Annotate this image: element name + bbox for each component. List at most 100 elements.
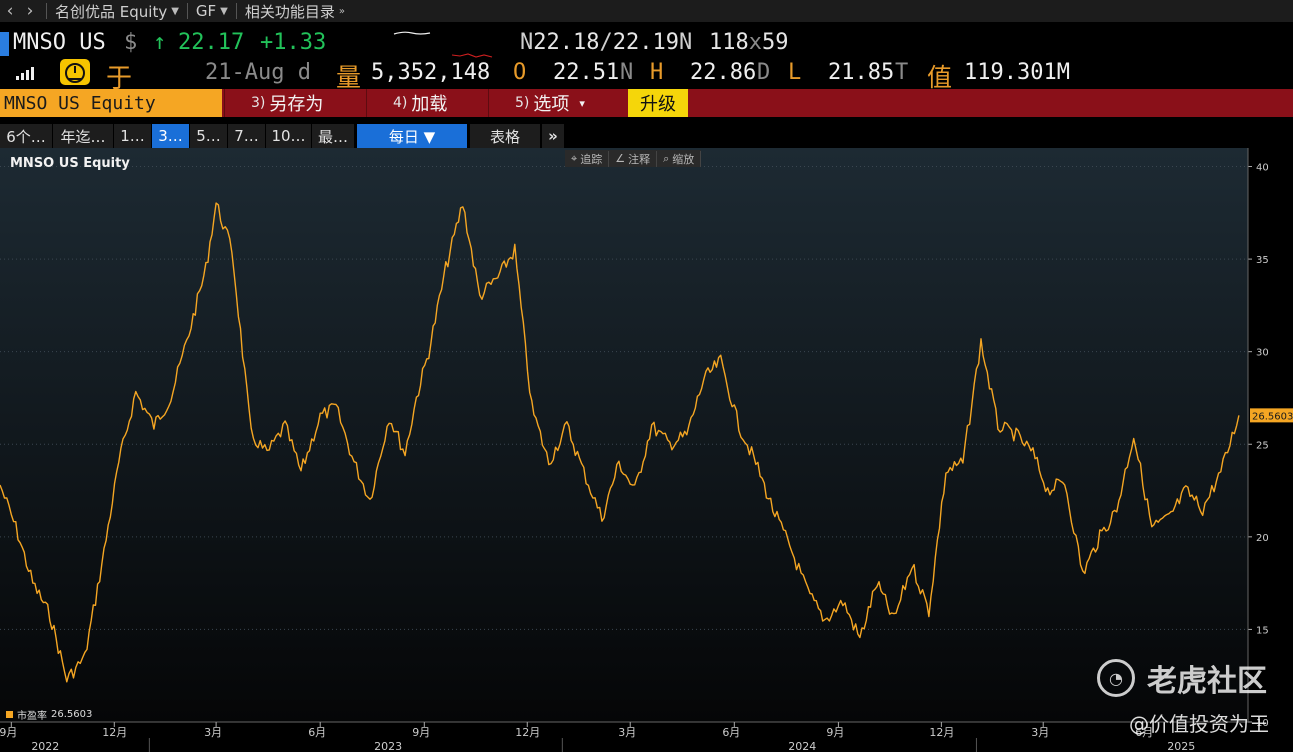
price-change: +1.33 [260, 30, 327, 55]
load-label: 加载 [411, 94, 448, 115]
zoom-label: 缩放 [672, 152, 695, 166]
y-axis-background [1248, 148, 1293, 722]
annotate-tool[interactable]: ∠ 注释 [609, 150, 658, 167]
y-tick-label: 20 [1256, 533, 1269, 544]
selection-marker [0, 32, 9, 56]
related-functions-label: 相关功能目录 [244, 2, 335, 21]
chevron-left-icon[interactable]: ‹ [6, 1, 14, 21]
related-functions-menu[interactable]: 相关功能目录 » [243, 1, 347, 22]
navigation-bar: ‹ › 名创优品 Equity ▼ GF ▼ 相关功能目录 » [0, 0, 1293, 22]
track-tool[interactable]: ⌖ 追踪 [565, 150, 610, 167]
quote-line-1: MNSO US $ ↑ 22.17 +1.33 N22.18/22.19N 11… [0, 30, 1293, 58]
range-6m-button[interactable]: 6个… [0, 124, 52, 148]
chart-legend: 市盈率 26.5603 [6, 707, 92, 722]
range-7y-button[interactable]: 7… [228, 124, 265, 148]
range-toolbar: 6个… 年迄… 1… 3… 5… 7… 10… 最… 每日 ▼ 表格 » [0, 124, 1293, 148]
security-selector[interactable]: 名创优品 Equity ▼ [53, 1, 181, 22]
x-tick-label: 6月 [308, 726, 326, 739]
zoom-tool[interactable]: ⌕ 缩放 [657, 150, 702, 167]
chart-area[interactable]: 10 15 20 25 30 35 40 9月 12月 3月 6月 9月 12月 3月 6月 9月 12月 3月 6… [0, 148, 1293, 752]
year-label: 2024 [788, 740, 816, 752]
volume-label: 量 [336, 63, 362, 92]
pe-ratio-series-line [0, 202, 1240, 683]
chevron-right-icon[interactable]: › [26, 1, 34, 21]
legend-swatch [6, 711, 13, 718]
options-button[interactable]: 5) 选项 ▾ [488, 89, 626, 117]
bid-ask-separator: / [599, 30, 613, 55]
x-axis-background [0, 722, 1293, 752]
range-10y-button[interactable]: 10… [266, 124, 311, 148]
x-tick-label: 12月 [102, 726, 127, 739]
x-tick-label: 12月 [929, 726, 954, 739]
divider [235, 3, 237, 19]
chevron-down-icon: ▼ [171, 5, 179, 17]
watermark-brand: 老虎社区 [1147, 664, 1267, 699]
y-tick-label: 30 [1256, 348, 1269, 359]
year-label: 2023 [374, 740, 402, 752]
range-ytd-button[interactable]: 年迄… [53, 124, 113, 148]
magnifier-icon: ⌕ [663, 151, 670, 165]
gauge-dial [65, 63, 85, 83]
divider [46, 3, 47, 19]
load-number: 4) [393, 95, 408, 111]
quote-date: 21-Aug d [205, 60, 311, 85]
low-label: L [788, 60, 802, 85]
range-5y-button[interactable]: 5… [190, 124, 227, 148]
watermark-author: @价值投资为王 [1129, 712, 1269, 736]
x-tick-label: 3月 [1031, 726, 1049, 739]
frequency-dropdown[interactable]: 每日 ▼ [357, 124, 467, 148]
last-value-tag [1250, 408, 1293, 423]
pencil-icon: ∠ [615, 152, 626, 165]
ask-price: 22.19 [612, 30, 679, 55]
gauge-icon[interactable] [60, 59, 90, 85]
legend-series-value: 26.5603 [51, 709, 93, 720]
y-tick-label: 25 [1256, 440, 1269, 451]
save-as-button[interactable]: 3) 另存为 [224, 89, 366, 117]
save-as-label: 另存为 [269, 94, 324, 115]
currency: $ [124, 30, 138, 55]
high-label: H [650, 60, 664, 85]
bid-size: 118 [709, 30, 749, 55]
chevron-down-icon: ▾ [579, 96, 585, 110]
security-label: 名创优品 Equity [55, 2, 168, 21]
chart-title: MNSO US Equity [10, 156, 130, 171]
x-tick-label: 9月 [826, 726, 844, 739]
value-label: 值 [927, 63, 953, 92]
x-tick-label: 9月 [0, 726, 17, 739]
bid-price: 22.18 [533, 30, 600, 55]
save-as-number: 3) [251, 95, 266, 111]
options-number: 5) [515, 95, 530, 111]
y-tick-label: 10 [1256, 718, 1269, 729]
bid-ask: N22.18/22.19N [520, 30, 692, 55]
open-suffix: N [620, 60, 634, 85]
more-button[interactable]: » [542, 124, 564, 148]
size-separator: x [748, 30, 762, 55]
x-tick-label: 12月 [515, 726, 540, 739]
range-max-button[interactable]: 最… [312, 124, 354, 148]
chevron-down-icon: ▼ [220, 5, 228, 17]
ticker: MNSO US [13, 30, 106, 55]
plot-background [0, 148, 1248, 722]
upgrade-button[interactable]: 升级 [628, 89, 688, 117]
security-field[interactable]: MNSO US Equity [0, 89, 222, 117]
y-tick-label: 35 [1256, 255, 1269, 266]
ask-suffix: N [678, 30, 693, 55]
x-tick-label: 3月 [618, 726, 636, 739]
bid-ask-size: 118x59 [709, 30, 789, 55]
high-suffix: D [757, 60, 771, 85]
function-code-label: GF [195, 2, 217, 20]
range-3y-button[interactable]: 3… [152, 124, 189, 148]
watermark: ◔ 老虎社区 [1097, 656, 1267, 700]
load-button[interactable]: 4) 加载 [366, 89, 488, 117]
sparkline-graphic [393, 31, 493, 58]
legend-series-name: 市盈率 [17, 711, 47, 722]
x-tick-label: 6月 [722, 726, 740, 739]
year-label: 2025 [1167, 740, 1195, 752]
ask-size: 59 [762, 30, 789, 55]
function-selector[interactable]: GF ▼ [194, 2, 230, 20]
table-button[interactable]: 表格 [470, 124, 540, 148]
intraday-sparkline [390, 30, 500, 66]
divider [186, 3, 188, 19]
quote-line-2: 于 21-Aug d 量 5,352,148 O 22.51 N H 22.86… [0, 58, 1293, 94]
range-1y-button[interactable]: 1… [114, 124, 151, 148]
